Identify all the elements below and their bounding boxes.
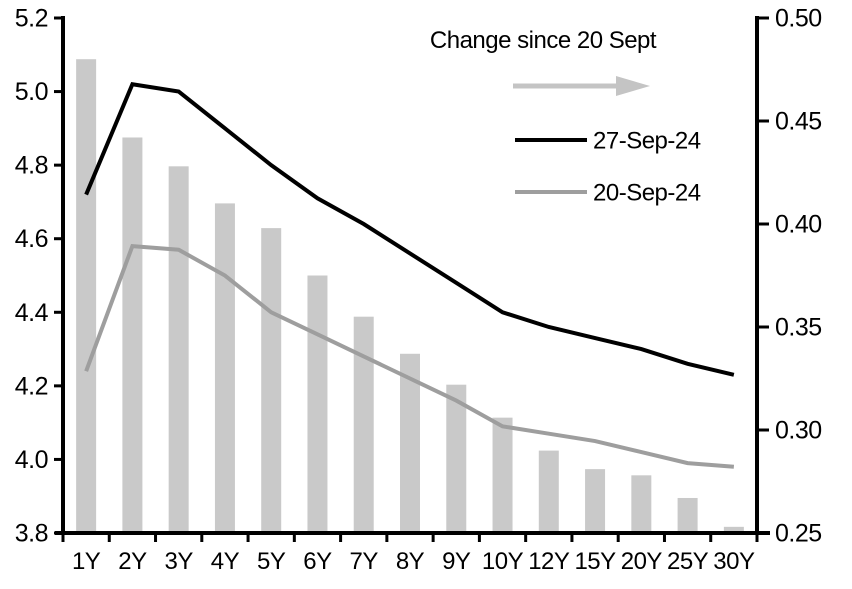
bar-series-change-since-20-sept <box>76 59 744 534</box>
bar-30Y <box>723 526 744 533</box>
x-axis-label-20Y: 20Y <box>621 548 663 575</box>
axes <box>55 16 770 535</box>
bar-5Y <box>261 228 282 533</box>
left-axis-label-5.2: 5.2 <box>15 5 48 33</box>
bar-3Y <box>168 166 189 533</box>
legend-label-20-sep-24: 20-Sep-24 <box>593 180 701 207</box>
left-axis-label-4.8: 4.8 <box>15 152 48 180</box>
right-arrow-head <box>616 76 650 96</box>
left-axis-label-4.2: 4.2 <box>15 372 48 400</box>
left-axis-label-4.6: 4.6 <box>15 225 48 253</box>
left-axis-label-3.8: 3.8 <box>15 520 48 548</box>
x-axis-label-5Y: 5Y <box>257 548 286 575</box>
right-axis-label-0.45: 0.45 <box>775 108 822 136</box>
x-axis-label-2Y: 2Y <box>118 548 147 575</box>
right-axis-labels: 0.50 0.45 0.40 0.35 0.30 0.25 <box>775 5 822 548</box>
bar-7Y <box>353 316 374 533</box>
legend: Change since 20 Sept 27-Sep-24 20-Sep-24 <box>430 27 701 207</box>
x-axis-label-30Y: 30Y <box>713 548 755 575</box>
right-axis-label-0.50: 0.50 <box>775 5 822 33</box>
bar-10Y <box>492 417 513 533</box>
x-axis-label-3Y: 3Y <box>164 548 193 575</box>
bar-12Y <box>538 450 559 533</box>
x-axis-label-4Y: 4Y <box>211 548 240 575</box>
x-axis-labels: 1Y 2Y 3Y 4Y 5Y 6Y 7Y 8Y 9Y 10Y 12Y 15Y 20Y 25Y 30Y <box>72 548 756 575</box>
bar-9Y <box>446 384 467 533</box>
x-axis-label-6Y: 6Y <box>303 548 332 575</box>
x-axis-label-12Y: 12Y <box>528 548 570 575</box>
bar-6Y <box>307 275 328 533</box>
x-axis-label-7Y: 7Y <box>350 548 379 575</box>
x-axis-label-8Y: 8Y <box>396 548 425 575</box>
bar-4Y <box>214 203 235 533</box>
bar-15Y <box>585 469 606 533</box>
legend-title: Change since 20 Sept <box>430 27 657 54</box>
x-axis-label-25Y: 25Y <box>667 548 709 575</box>
right-axis-label-0.25: 0.25 <box>775 520 822 548</box>
bar-20Y <box>631 475 652 533</box>
right-axis-label-0.35: 0.35 <box>775 314 822 342</box>
left-axis-label-4.4: 4.4 <box>15 299 49 327</box>
right-axis-label-0.40: 0.40 <box>775 211 822 239</box>
bar-25Y <box>677 497 698 533</box>
bar-1Y <box>76 59 97 533</box>
x-axis-label-10Y: 10Y <box>482 548 524 575</box>
bar-2Y <box>122 137 143 534</box>
axis-ticks <box>54 16 769 542</box>
bar-8Y <box>400 353 420 533</box>
left-axis-label-5.0: 5.0 <box>15 78 48 106</box>
right-axis-label-0.30: 0.30 <box>775 417 822 445</box>
x-axis-label-15Y: 15Y <box>574 548 616 575</box>
legend-entry-27-sep-24: 27-Sep-24 <box>515 128 701 155</box>
line-series-20-sep-24 <box>84 243 735 469</box>
line-series-27-sep-24 <box>84 81 735 377</box>
x-axis-label-1Y: 1Y <box>72 548 101 575</box>
right-arrow-icon <box>513 76 650 96</box>
legend-label-27-sep-24: 27-Sep-24 <box>593 128 701 155</box>
left-axis-labels: 5.2 5.0 4.8 4.6 4.4 4.2 4.0 3.8 <box>15 5 49 548</box>
x-axis-label-9Y: 9Y <box>442 548 471 575</box>
legend-entry-20-sep-24: 20-Sep-24 <box>515 180 701 207</box>
left-axis-label-4.0: 4.0 <box>15 446 48 474</box>
